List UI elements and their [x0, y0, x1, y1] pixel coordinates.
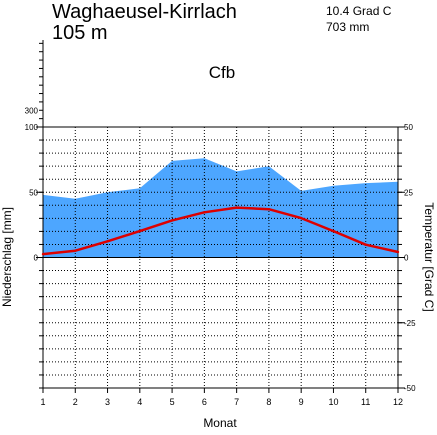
temperature-point	[300, 217, 302, 219]
precipitation-area-layer	[43, 158, 398, 257]
x-tick-label: 3	[105, 397, 110, 407]
left-tick-label: 50	[29, 188, 38, 197]
left-compressed-tick-label: 300	[25, 106, 39, 115]
temperature-point	[268, 208, 270, 210]
temperature-point	[235, 206, 237, 208]
temperature-point	[203, 211, 205, 213]
x-tick-label: 2	[73, 397, 78, 407]
temperature-point	[397, 251, 399, 253]
right-tick-label: -50	[404, 384, 416, 393]
x-tick-label: 8	[266, 397, 271, 407]
x-axis-label: Monat	[203, 416, 237, 430]
right-tick-label: 50	[404, 123, 413, 132]
x-tick-label: 12	[393, 397, 403, 407]
right-axis-label: Temperatur [Grad C]	[422, 202, 436, 311]
right-tick-label: -25	[404, 319, 416, 328]
x-tick-label: 9	[299, 397, 304, 407]
x-tick-label: 10	[328, 397, 338, 407]
temperature-point	[365, 244, 367, 246]
right-tick-label: 0	[404, 254, 409, 263]
temperature-point	[106, 240, 108, 242]
temperature-point	[139, 230, 141, 232]
x-tick-label: 4	[137, 397, 142, 407]
annual-precipitation: 703 mm	[326, 20, 369, 34]
x-tick-label: 6	[202, 397, 207, 407]
temperature-point	[74, 250, 76, 252]
x-tick-label: 1	[40, 397, 45, 407]
precipitation-area	[43, 158, 398, 257]
x-tick-label: 5	[170, 397, 175, 407]
x-tick-label: 11	[361, 397, 370, 407]
left-axis-label: Niederschlag [mm]	[0, 207, 14, 307]
station-elevation: 105 m	[52, 22, 108, 44]
temperature-point	[42, 253, 44, 255]
mean-temperature: 10.4 Grad C	[326, 4, 392, 18]
temperature-point	[332, 230, 334, 232]
climate-class: Cfb	[209, 63, 235, 82]
temperature-point	[171, 219, 173, 221]
x-tick-label: 7	[234, 397, 239, 407]
left-tick-label: 0	[34, 254, 39, 263]
station-name: Waghaeusel-Kirrlach	[52, 1, 237, 23]
right-tick-label: 25	[404, 188, 413, 197]
left-tick-label: 100	[25, 123, 39, 132]
